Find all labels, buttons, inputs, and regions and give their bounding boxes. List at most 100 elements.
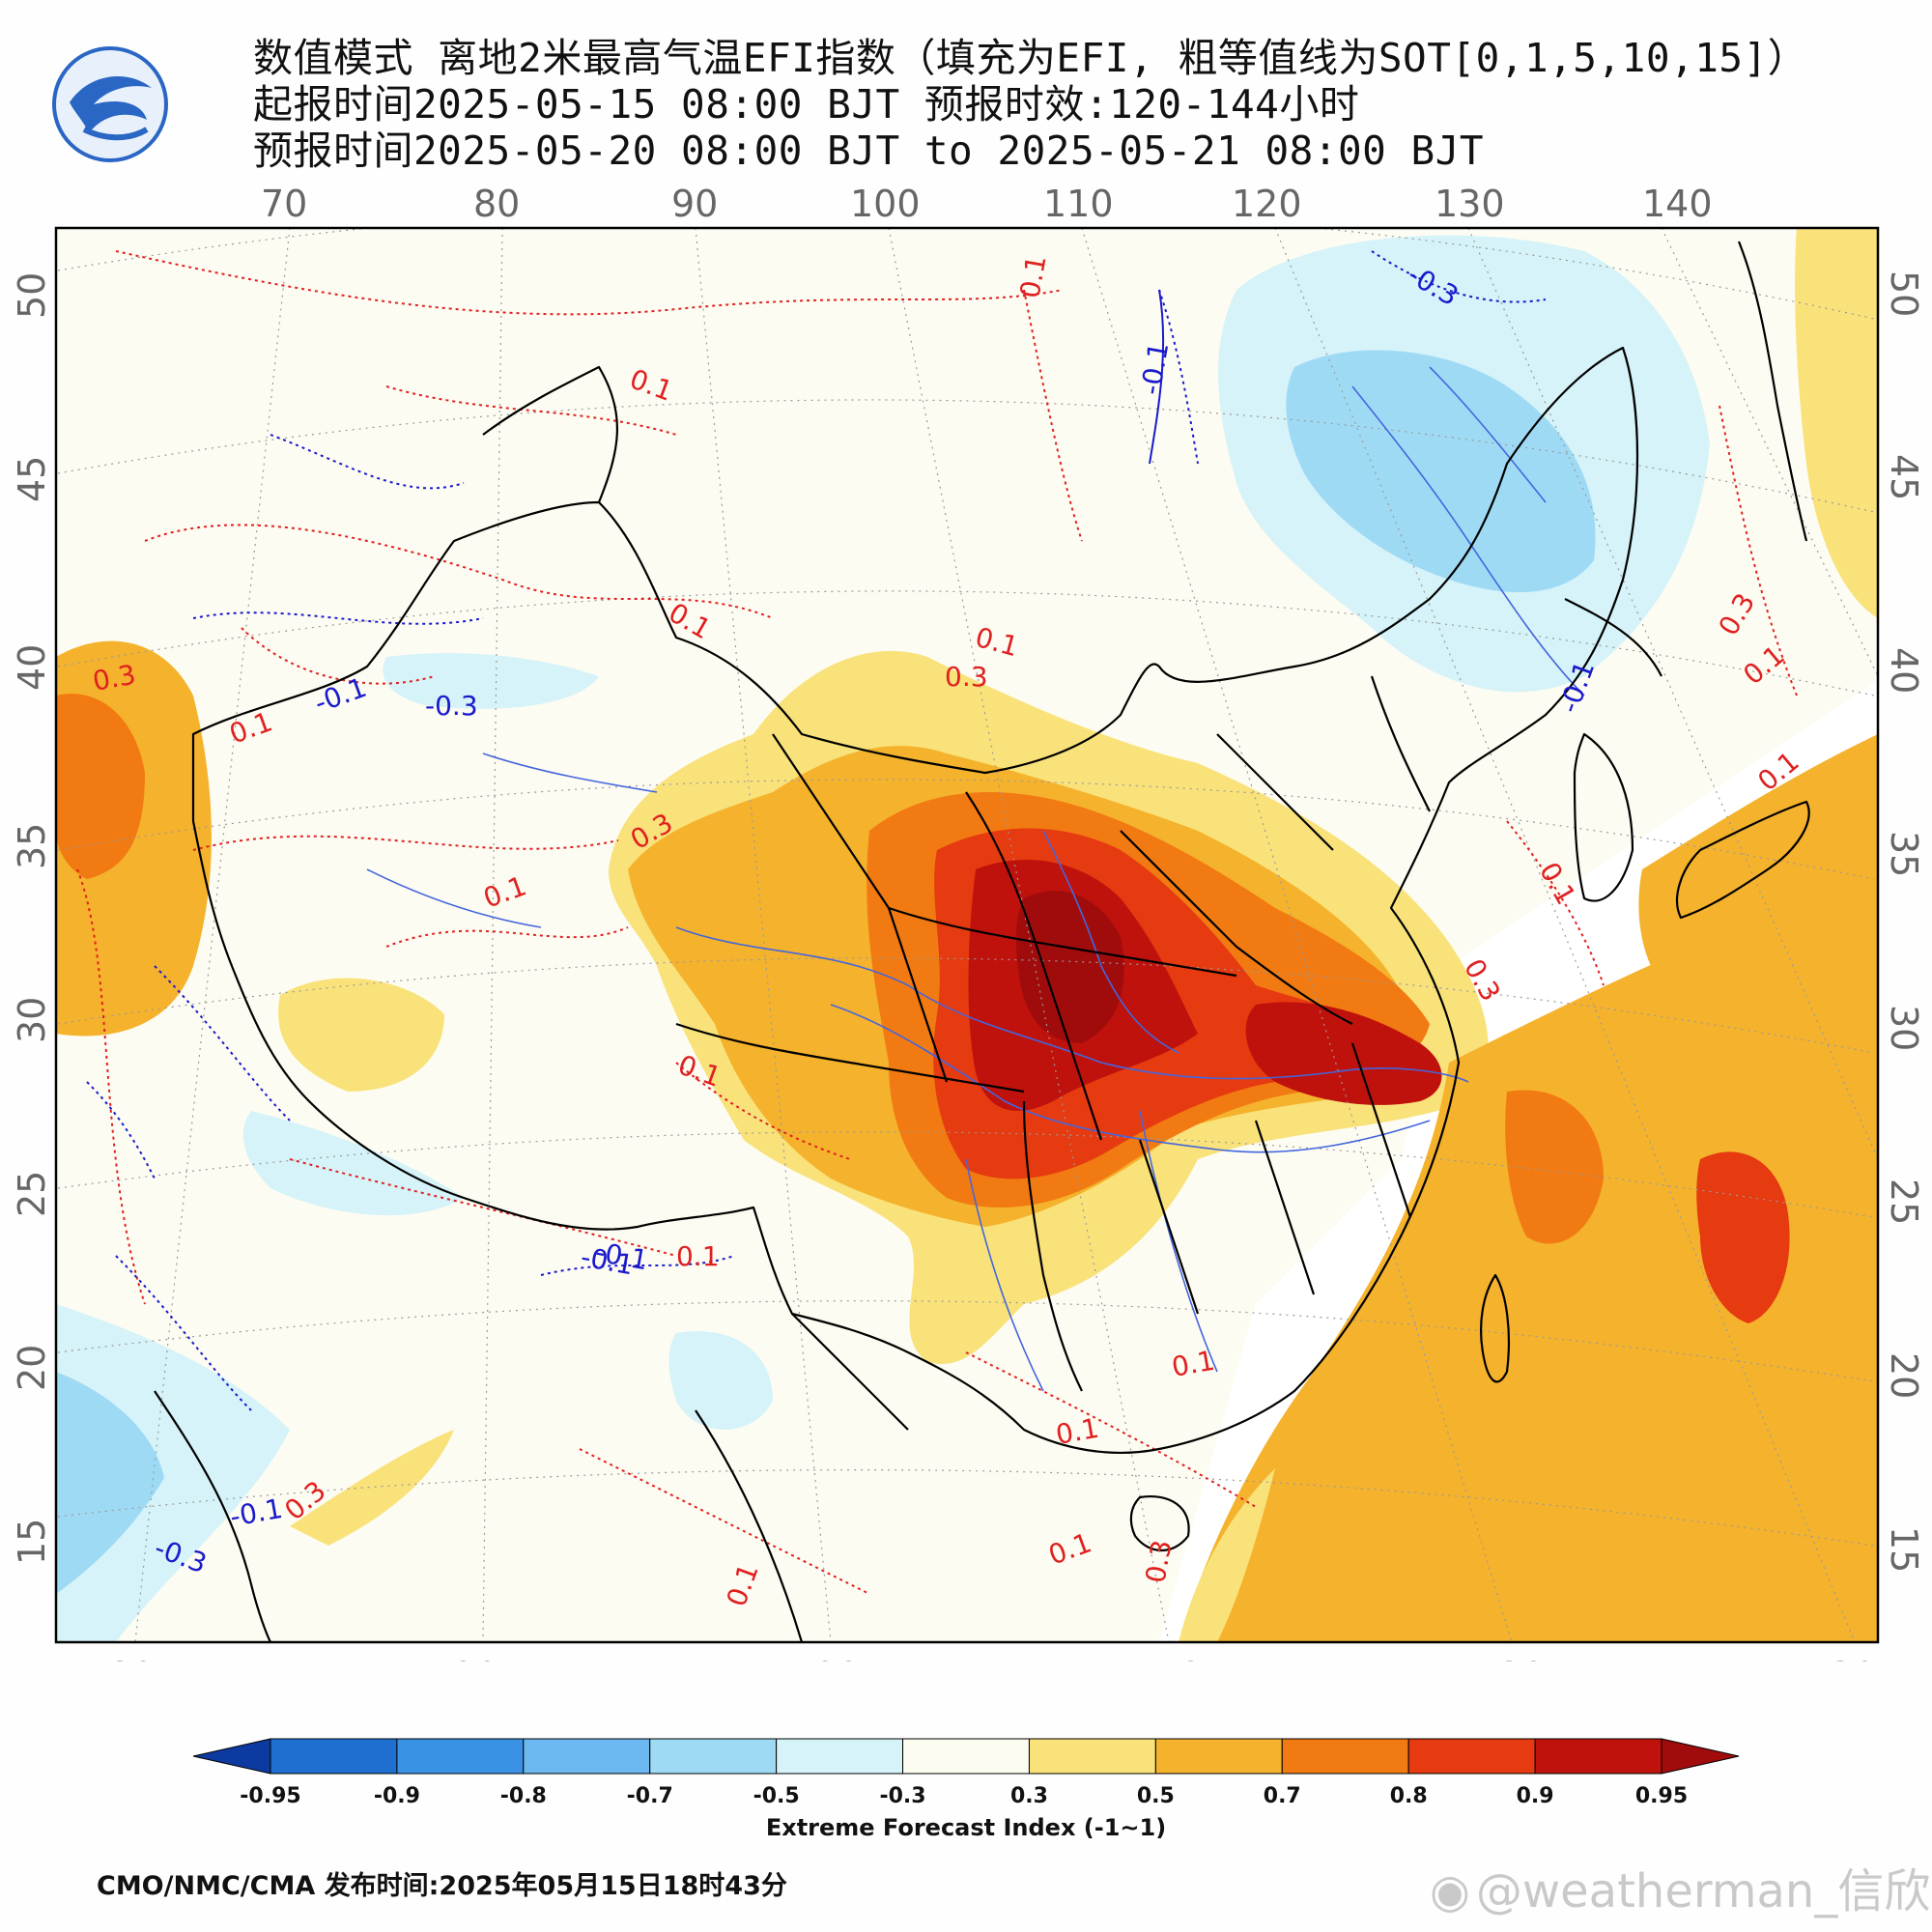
korea [1573,732,1634,902]
efi-region-warm-ocean-core [1696,1151,1790,1323]
weibo-icon: ◉ [1430,1864,1470,1918]
colorbar-segments [192,1738,1740,1775]
colorbar-segment [649,1738,778,1775]
right-lat-label: 35 [1883,831,1925,877]
cma-logo [52,46,168,162]
right-lat-label: 15 [1883,1526,1925,1573]
right-lat-label: 25 [1883,1179,1925,1225]
top-lon-label: 90 [671,183,718,225]
colorbar-tick-label: -0.3 [879,1784,925,1808]
colorbar-extend-low [192,1738,271,1775]
bottom-lon-label: 90 [452,1655,498,1662]
contour-label: 0.1 [1169,1345,1217,1383]
map-frame [54,226,1880,1644]
colorbar-tick-label: 0.9 [1517,1784,1554,1808]
top-lon-label: 100 [850,183,921,225]
japan [1676,800,1810,920]
hainan [1129,1494,1190,1551]
top-lon-label: 140 [1642,183,1713,225]
title-line-2: 起报时间2025-05-15 08:00 BJT 预报时效:120-144小时 [253,81,1360,128]
efi-region-cold-southwest-core [56,1372,164,1594]
colorbar-tick-label: 0.5 [1137,1784,1175,1808]
efi-region-cold-myanmar [668,1331,773,1430]
top-lon-label: 110 [1043,183,1114,225]
rivers [366,366,1585,1392]
title-line-1: 数值模式 离地2米最高气温EFI指数（填充为EFI, 粗等值线为SOT[0,1,… [253,35,1808,81]
bottom-lon-label: 100 [790,1655,861,1662]
top-lon-label: 120 [1232,183,1302,225]
china-border [191,346,1639,1454]
colorbar-segment [1154,1738,1283,1775]
colorbar-tick-label: 0.3 [1010,1784,1048,1808]
sakhalin [1737,241,1808,542]
efi-colorbar: -0.95 -0.9 -0.8 -0.7 -0.5 -0.3 0.3 0.5 0.7 0.8 0.9… [192,1738,1740,1841]
colorbar-segment [776,1738,904,1775]
colorbar-tick-label: 0.8 [1390,1784,1428,1808]
title-line-3: 预报时间2025-05-20 08:00 BJT to 2025-05-21 0… [253,128,1485,174]
right-lat-label: 50 [1883,270,1925,317]
colorbar-tick-label: -0.8 [500,1784,547,1808]
efi-region-warm-ocean [1179,869,1878,1642]
contour-solid-blue [1149,289,1165,465]
watermark-text: @weatherman_信欣 [1475,1864,1931,1918]
colorbar-ticks: -0.95 -0.9 -0.8 -0.7 -0.5 -0.3 0.3 0.5 0.7 0.8 0.9… [240,1784,1688,1808]
india-coast [154,1390,271,1642]
colorbar-tick-label: -0.7 [627,1784,673,1808]
colorbar-tick-label: -0.9 [374,1784,420,1808]
right-lat-label: 40 [1883,647,1925,694]
colorbar-tick-label: 0.95 [1635,1784,1688,1808]
taiwan [1480,1273,1511,1383]
contours-positive [76,250,1798,1595]
graticule [57,228,1878,1642]
colorbar-tick-label: -0.95 [240,1784,300,1808]
colorbar-extend-high [1661,1738,1740,1775]
contour-label: 0.1 [676,1240,720,1272]
right-lat-label: 45 [1883,454,1925,500]
efi-region-warm-japan [1638,734,1878,1005]
left-lat-label: 20 [11,1345,53,1391]
right-lat-label: 20 [1883,1352,1925,1399]
contour-label: 0.3 [945,661,988,693]
weibo-watermark: ◉ @weatherman_信欣 [1430,1853,1930,1920]
left-lat-label: 35 [11,823,53,869]
left-lat-label: 50 [11,272,53,319]
bottom-lon-label: 130 [1806,1655,1877,1662]
colorbar-tick-label: -0.5 [753,1784,800,1808]
efi-region-warm-far-east [1795,228,1878,618]
bottom-lon-label: 80 [108,1655,155,1662]
contours-negative [86,250,1547,1411]
efi-region-warm-west-core [56,694,145,879]
colorbar-segment [523,1738,651,1775]
colorbar-label: Extreme Forecast Index (-1~1) [766,1814,1166,1841]
colorbar-segment [396,1738,525,1775]
efi-region-warm-east-severe [1245,1002,1442,1105]
bottom-lon-label: 110 [1132,1655,1203,1662]
colorbar-segment [1028,1738,1156,1775]
left-lat-label: 25 [11,1171,53,1217]
top-lon-label: 70 [261,183,307,225]
right-lat-label: 30 [1883,1005,1925,1051]
colorbar-tick-label: 0.7 [1264,1784,1301,1808]
bottom-lon-label: 120 [1475,1655,1546,1662]
issuer-text: CMO/NMC/CMA 发布时间:2025年05月15日18时43分 [97,1871,787,1901]
efi-region-warm-ocean-light [1179,1468,1275,1642]
borders [154,241,1810,1642]
left-lat-label: 40 [11,644,53,691]
colorbar-segment [1281,1738,1409,1775]
contour-labels: 0.1 0.1 0.1 0.1 0.3 0.3 0.1 0.1 0.3 0.3 … [90,253,1804,1611]
efi-map: 70 80 90 100 110 120 130 140 80 90 100 1… [11,183,1925,1662]
colorbar-segment [1534,1738,1662,1775]
left-lat-label: 30 [11,997,53,1043]
efi-region-warm-ocean-high [1505,1090,1604,1244]
top-lon-label: 130 [1435,183,1505,225]
contour-label: 0.1 [1013,253,1052,301]
efi-region-cold-west [383,653,599,709]
colorbar-segment [270,1738,398,1775]
contour-label: -0.3 [425,690,478,722]
left-lat-label: 15 [11,1519,53,1565]
contour-label: 0.3 [1139,1538,1178,1586]
colorbar-segment [1407,1738,1536,1775]
efi-region-cold-northeast-core [1286,350,1596,593]
efi-region-warm-tibet [278,978,444,1092]
chart-title: 数值模式 离地2米最高气温EFI指数（填充为EFI, 粗等值线为SOT[0,1,… [253,35,1895,174]
